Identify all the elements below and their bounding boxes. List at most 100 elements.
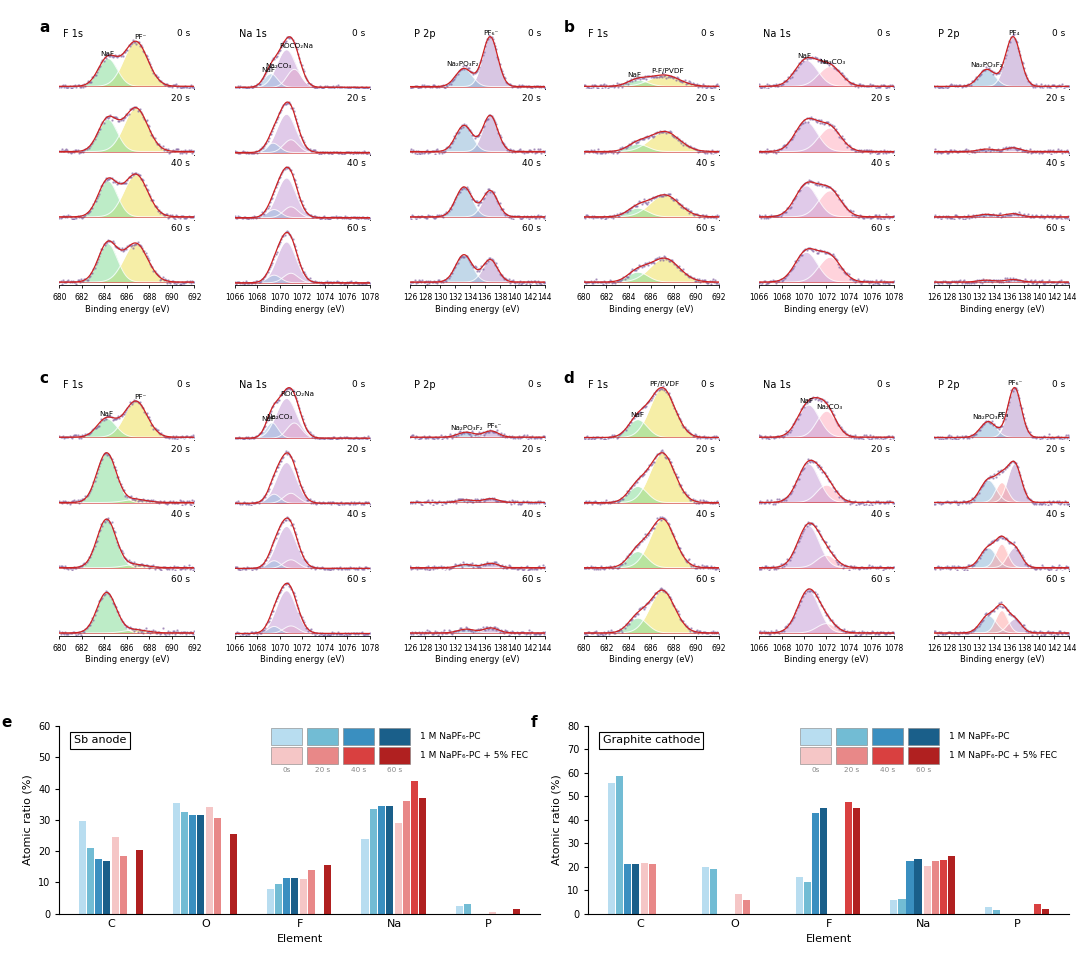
Text: 40 s: 40 s xyxy=(696,511,715,519)
Text: PF⁻: PF⁻ xyxy=(134,394,147,400)
FancyBboxPatch shape xyxy=(836,747,867,764)
Text: 20 s: 20 s xyxy=(1047,94,1065,103)
Text: 60 s: 60 s xyxy=(870,575,890,584)
Bar xyxy=(173,803,180,914)
Bar xyxy=(743,899,751,914)
Text: 40 s: 40 s xyxy=(1047,160,1065,168)
Bar xyxy=(456,906,463,914)
Bar xyxy=(230,834,238,914)
Text: e: e xyxy=(2,715,12,730)
Bar xyxy=(853,808,861,914)
Text: 40 s: 40 s xyxy=(522,511,541,519)
Bar xyxy=(394,823,402,914)
Bar xyxy=(899,898,905,914)
FancyBboxPatch shape xyxy=(379,728,410,745)
X-axis label: Element: Element xyxy=(276,934,323,944)
Text: Na₂PO₃F₂: Na₂PO₃F₂ xyxy=(446,61,478,68)
Text: a: a xyxy=(39,20,50,35)
Text: 40 s: 40 s xyxy=(172,160,190,168)
Bar xyxy=(136,850,143,914)
X-axis label: Element: Element xyxy=(806,934,852,944)
Text: PF₄: PF₄ xyxy=(1008,30,1020,36)
Text: PF₆⁻: PF₆⁻ xyxy=(483,30,499,36)
Bar xyxy=(846,803,852,914)
Text: 40 s: 40 s xyxy=(870,160,890,168)
FancyBboxPatch shape xyxy=(908,728,940,745)
X-axis label: Binding energy (eV): Binding energy (eV) xyxy=(609,305,693,313)
Bar xyxy=(632,864,638,914)
Text: 60 s: 60 s xyxy=(522,575,541,584)
Text: PF₃: PF₃ xyxy=(998,412,1009,418)
Text: F 1s: F 1s xyxy=(588,29,608,39)
Text: NaF: NaF xyxy=(797,53,811,59)
Text: 0s: 0s xyxy=(282,767,291,774)
FancyBboxPatch shape xyxy=(908,747,940,764)
Bar xyxy=(120,856,126,914)
Text: P 2p: P 2p xyxy=(939,380,960,390)
Text: 20 s: 20 s xyxy=(696,94,715,103)
Text: 0 s: 0 s xyxy=(528,380,541,389)
FancyBboxPatch shape xyxy=(307,747,338,764)
FancyBboxPatch shape xyxy=(271,747,302,764)
Text: 1 M NaPF₆-PC: 1 M NaPF₆-PC xyxy=(949,732,1010,741)
X-axis label: Binding energy (eV): Binding energy (eV) xyxy=(435,656,519,664)
Text: f: f xyxy=(530,715,537,730)
Bar xyxy=(378,806,384,914)
FancyBboxPatch shape xyxy=(379,747,410,764)
Bar xyxy=(386,806,393,914)
Bar xyxy=(710,869,717,914)
FancyBboxPatch shape xyxy=(343,728,375,745)
Bar xyxy=(649,864,656,914)
Bar xyxy=(214,818,221,914)
Text: Na 1s: Na 1s xyxy=(239,29,267,39)
Text: 0 s: 0 s xyxy=(1052,380,1065,389)
Bar xyxy=(805,882,811,914)
Bar xyxy=(812,813,820,914)
X-axis label: Binding energy (eV): Binding energy (eV) xyxy=(959,305,1044,313)
Text: 20 s: 20 s xyxy=(696,445,715,454)
Bar xyxy=(309,870,315,914)
Text: F 1s: F 1s xyxy=(588,380,608,390)
Bar xyxy=(796,877,804,914)
Text: Na 1s: Na 1s xyxy=(239,380,267,390)
Text: 60 s: 60 s xyxy=(916,767,931,774)
X-axis label: Binding energy (eV): Binding energy (eV) xyxy=(784,305,868,313)
X-axis label: Binding energy (eV): Binding energy (eV) xyxy=(959,656,1044,664)
Text: F 1s: F 1s xyxy=(64,29,83,39)
Bar xyxy=(1034,904,1041,914)
Text: 1 M NaPF₆-PC + 5% FEC: 1 M NaPF₆-PC + 5% FEC xyxy=(420,750,528,759)
Bar xyxy=(197,815,204,914)
X-axis label: Binding energy (eV): Binding energy (eV) xyxy=(260,656,345,664)
Bar xyxy=(86,848,94,914)
Text: F 1s: F 1s xyxy=(64,380,83,390)
Text: Na₂PO₃F₂: Na₂PO₃F₂ xyxy=(972,415,1004,421)
Bar xyxy=(923,865,931,914)
Text: 40 s: 40 s xyxy=(522,160,541,168)
Text: 60 s: 60 s xyxy=(696,575,715,584)
Bar xyxy=(189,815,195,914)
Text: NaF: NaF xyxy=(261,416,275,422)
Text: 60 s: 60 s xyxy=(347,224,365,233)
Text: 0 s: 0 s xyxy=(528,29,541,38)
Text: 20 s: 20 s xyxy=(870,445,890,454)
FancyBboxPatch shape xyxy=(836,728,867,745)
Bar xyxy=(300,879,308,914)
Text: 60 s: 60 s xyxy=(870,224,890,233)
Text: Na₂CO₃: Na₂CO₃ xyxy=(819,59,846,65)
Text: PF/PVDF: PF/PVDF xyxy=(649,381,679,387)
Bar xyxy=(324,865,332,914)
Text: 60 s: 60 s xyxy=(522,224,541,233)
Text: 20 s: 20 s xyxy=(870,94,890,103)
Text: NaF: NaF xyxy=(799,397,813,403)
Text: 40 s: 40 s xyxy=(347,511,365,519)
Bar xyxy=(103,861,110,914)
Bar xyxy=(267,889,274,914)
FancyBboxPatch shape xyxy=(872,747,903,764)
Text: P-F/PVDF: P-F/PVDF xyxy=(651,68,685,73)
Bar xyxy=(79,821,85,914)
Text: P 2p: P 2p xyxy=(414,29,435,39)
Text: ROCO₂Na: ROCO₂Na xyxy=(280,43,313,48)
Bar xyxy=(915,859,921,914)
Text: NaF: NaF xyxy=(261,67,275,73)
Text: Na₂CO₃: Na₂CO₃ xyxy=(266,63,292,70)
